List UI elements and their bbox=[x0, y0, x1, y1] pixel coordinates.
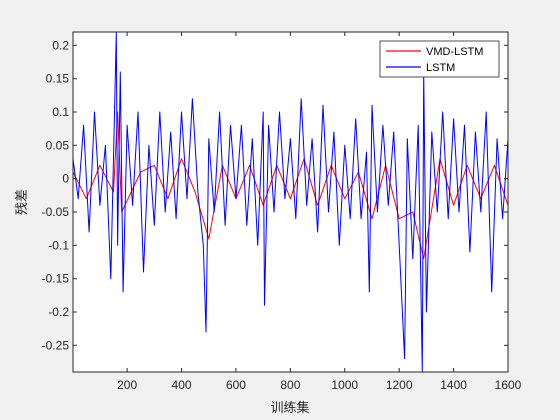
y-tick-label: 0 bbox=[62, 172, 69, 186]
x-tick-label: 400 bbox=[172, 378, 192, 392]
series-layer bbox=[73, 32, 508, 372]
legend-label-vmd-lstm: VMD-LSTM bbox=[426, 46, 483, 58]
y-tick-label: 0.05 bbox=[46, 138, 70, 152]
y-tick-label: -0.1 bbox=[48, 238, 69, 252]
x-tick-label: 1000 bbox=[331, 378, 358, 392]
x-tick-label: 800 bbox=[280, 378, 300, 392]
y-tick-label: 0.1 bbox=[52, 105, 69, 119]
legend: VMD-LSTM LSTM bbox=[379, 40, 500, 78]
series-line-lstm bbox=[73, 32, 508, 372]
y-tick-label: -0.25 bbox=[42, 338, 70, 352]
x-tick-label: 1400 bbox=[440, 378, 467, 392]
y-axis-ticks: -0.25 -0.2 -0.15 -0.1 -0.05 0 0.05 0.1 0.15 0.2 bbox=[42, 38, 508, 352]
x-tick-label: 1200 bbox=[386, 378, 413, 392]
y-tick-label: -0.2 bbox=[48, 305, 69, 319]
y-tick-label: 0.2 bbox=[52, 38, 69, 52]
x-tick-label: 1600 bbox=[495, 378, 522, 392]
y-tick-label: 0.15 bbox=[46, 72, 70, 86]
x-tick-label: 600 bbox=[226, 378, 246, 392]
plot-background bbox=[73, 32, 508, 372]
x-axis-label: 训练集 bbox=[270, 400, 309, 416]
y-tick-label: -0.15 bbox=[42, 272, 70, 286]
y-axis-label: 残差 bbox=[15, 189, 30, 215]
x-axis-ticks: 200 400 600 800 1000 1200 1400 1600 bbox=[117, 32, 522, 392]
legend-box bbox=[379, 40, 500, 78]
y-tick-label: -0.05 bbox=[42, 205, 70, 219]
legend-label-lstm: LSTM bbox=[426, 62, 455, 74]
x-tick-label: 200 bbox=[117, 378, 137, 392]
